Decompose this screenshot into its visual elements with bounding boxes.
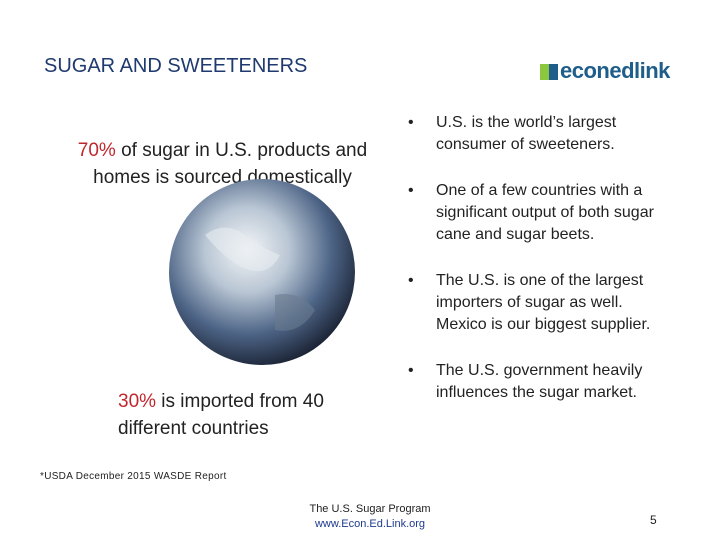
text: is imported from 40 different countries [118, 391, 324, 439]
imported-text: 30% is imported from 40 different countr… [118, 388, 338, 442]
highlight: 30% [118, 391, 157, 412]
program: The U.S. Sugar Program [309, 503, 431, 515]
bullet: U.S. is the world’s largest consumer of … [408, 112, 670, 156]
url: www.Econ.Ed.Link.org [314, 518, 426, 530]
footer: The U.S. Sugar Program www.Econ.Ed.Link.… [270, 502, 470, 532]
bullet: The U.S. government heavily influences t… [408, 360, 670, 404]
highlight: 70% [77, 140, 116, 161]
bullet: One of a few countries with a significan… [408, 180, 670, 246]
slide-title: SUGAR AND SWEETENERS [44, 55, 308, 77]
bullet-list: U.S. is the world’s largest consumer of … [408, 112, 670, 428]
logo: econedlink [560, 58, 670, 83]
bullet: The U.S. is one of the largest importers… [408, 270, 670, 336]
footnote: *USDA December 2015 WASDE Report [40, 471, 227, 482]
globe [169, 179, 355, 365]
logo-icon [540, 64, 558, 80]
page-number: 5 [650, 513, 657, 527]
